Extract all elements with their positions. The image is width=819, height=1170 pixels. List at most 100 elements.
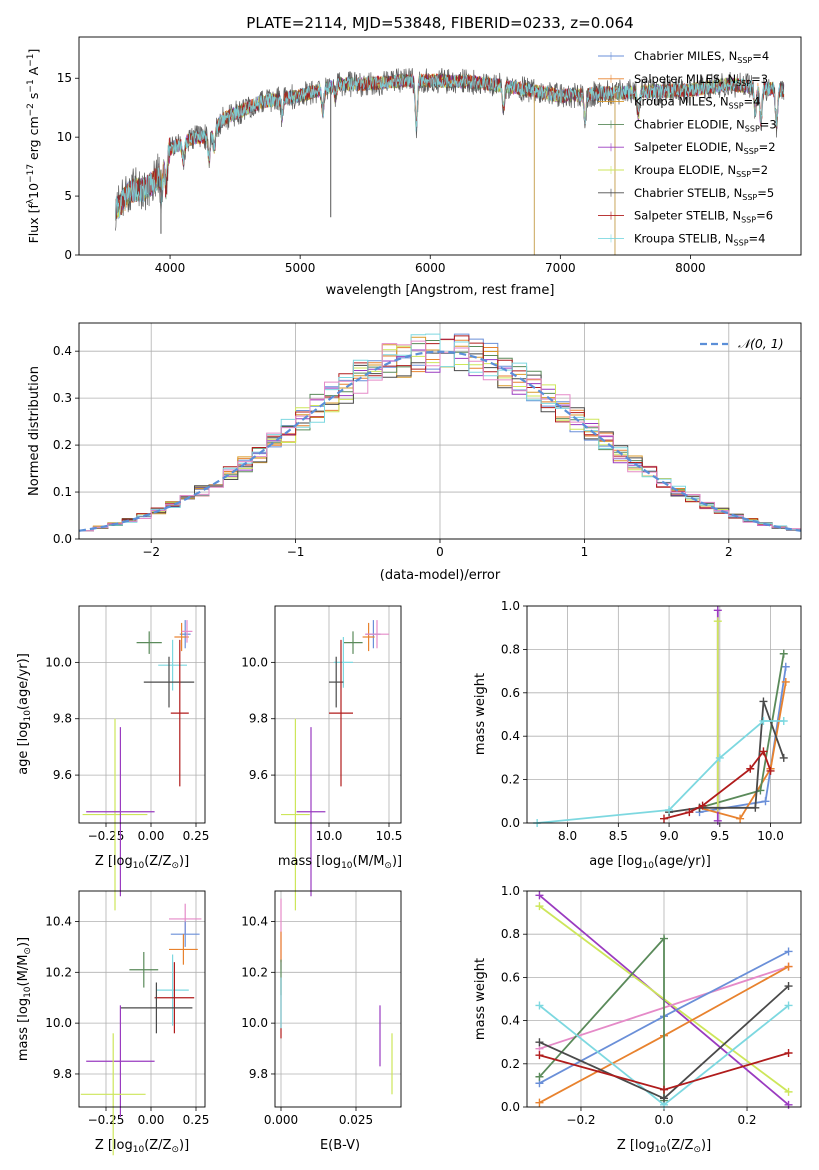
weight-age-xtick-label: 10.0	[757, 829, 784, 843]
weight-z-xtick-label: −0.2	[566, 1113, 595, 1127]
weight-z-ytick-label: 1.0	[501, 884, 520, 898]
weight-age-xlabel: age [log10(age/yr)]	[589, 854, 711, 871]
legend-label-main: Chabrier STELIB, N	[634, 186, 742, 200]
legend-label-main: Kroupa ELODIE, N	[634, 163, 736, 177]
legend-label-main: Kroupa STELIB, N	[634, 231, 734, 245]
age-mass-frame	[274, 605, 402, 824]
legend-label-main: Chabrier MILES, N	[634, 49, 737, 63]
weight-z-ytick-label: 0.8	[501, 927, 520, 941]
spectrum-ytick-label: 0	[64, 248, 72, 262]
legend-label: Salpeter STELIB, NSSP=6	[634, 209, 773, 225]
mass-z-xtick-label: 0.25	[183, 1113, 210, 1127]
weight-z-marker	[784, 1087, 793, 1096]
legend-label: Salpeter ELODIE, NSSP=2	[634, 140, 776, 156]
mass-ebv-ytick-label: 10.4	[241, 914, 268, 928]
weight-age-xlabel-part: age [log	[589, 854, 642, 869]
legend-label-main: Salpeter STELIB, N	[634, 209, 741, 223]
legend-label-main: Salpeter ELODIE, N	[634, 140, 744, 154]
spectrum-ylabel-part: ]	[26, 49, 41, 54]
age-z-xlabel-part: (Z/Z	[144, 854, 171, 869]
weight-age-marker	[759, 697, 768, 706]
legend-label: Kroupa ELODIE, NSSP=2	[634, 163, 768, 179]
weight-age-marker	[715, 753, 724, 762]
weight-age-marker	[751, 803, 760, 812]
weight-age-ytick-label: 0.8	[501, 642, 520, 656]
legend-label-sub: SSP	[744, 147, 759, 156]
weight-age-xtick-label: 9.0	[660, 829, 679, 843]
mass-z-xlabel: Z [log10(Z/Z⊙)]	[95, 1138, 189, 1155]
age-z-ytick-label: 9.6	[53, 768, 72, 782]
legend-label-sub: SSP	[734, 238, 749, 247]
spectrum-ytick-label: 15	[57, 71, 72, 85]
legend-label-tail: =5	[757, 186, 774, 200]
age-z-ytick-label: 10.0	[45, 655, 72, 669]
weight-age-xtick-label: 8.0	[558, 829, 577, 843]
mass-z-frame	[78, 890, 206, 1108]
age-z-xtick-label: 0.00	[138, 829, 165, 843]
weight-z-ytick-label: 0.4	[501, 1014, 520, 1028]
spectrum-series-line	[115, 73, 785, 221]
spectrum-ylabel-part: A	[26, 66, 41, 79]
legend-label: Kroupa MILES, NSSP=4	[634, 95, 760, 111]
weight-z-marker	[660, 934, 668, 943]
weight-z-xlabel-part: Z [log	[617, 1138, 655, 1153]
mass-z-xlabel-part: )]	[179, 1138, 189, 1153]
weight-age-ytick-label: 0.2	[501, 773, 520, 787]
mass-z-ylabel-part: 10	[23, 986, 33, 998]
residuals-xlabel: (data-model)/error	[380, 568, 501, 583]
age-mass-xtick-label: 10.0	[316, 829, 343, 843]
legend-label-sub: SSP	[736, 170, 751, 179]
age-z-ylabel-part: (age/yr)]	[16, 653, 31, 710]
weight-z-ytick-label: 0.2	[501, 1057, 520, 1071]
spectrum-ytick-label: 10	[57, 130, 72, 144]
weight-z-frame	[526, 890, 802, 1108]
residuals-ytick-label: 0.2	[53, 438, 72, 452]
residuals-xtick-label: −1	[287, 545, 305, 559]
mass-ebv-points	[280, 898, 393, 1095]
age-mass-xlabel-part: mass [log	[278, 854, 341, 869]
spectrum-ylabel-part: 10	[26, 183, 41, 199]
legend-label: Chabrier MILES, NSSP=4	[634, 49, 769, 65]
mass-ebv-frame	[274, 890, 402, 1108]
age-z-ylabel: age [log10(age/yr)]	[16, 653, 33, 775]
weight-age-frame	[526, 605, 802, 824]
weight-z-xtick-label: 0.0	[654, 1113, 673, 1127]
legend-label-sub: SSP	[742, 193, 757, 202]
residuals-xtick-label: 2	[725, 545, 733, 559]
weight-age-ytick-label: 0.0	[501, 816, 520, 830]
weight-age-line	[699, 666, 787, 813]
spectrum-ylabel: Flux [fλ10−17 erg cm−2 s−1 A−1]	[26, 49, 41, 244]
weight-z-ytick-label: 0.0	[501, 1100, 520, 1114]
weight-z-xlabel-part: (Z/Z	[666, 1138, 693, 1153]
spectrum-ylabel-part: −2	[26, 103, 36, 116]
weight-age-xtick-label: 8.5	[609, 829, 628, 843]
legend-label: Salpeter MILES, NSSP=3	[634, 72, 768, 88]
age-z-ylabel-part: 10	[23, 710, 33, 722]
weight-age-marker	[759, 747, 768, 756]
legend-label-sub: SSP	[745, 124, 760, 133]
weight-age-marker	[736, 814, 745, 823]
age-mass-ytick-label: 9.8	[249, 712, 268, 726]
spectrum-ylabel-part: λ	[26, 198, 36, 204]
legend-label: Chabrier ELODIE, NSSP=3	[634, 117, 777, 133]
weight-age-marker	[713, 816, 722, 825]
weight-z-marker	[784, 1100, 793, 1109]
age-mass-ytick-label: 9.6	[249, 768, 268, 782]
mass-z-xlabel-part: (Z/Z	[144, 1138, 171, 1153]
age-mass-ytick-label: 10.0	[241, 655, 268, 669]
spectrum-ytick-label: 5	[64, 189, 72, 203]
weight-age-marker	[781, 662, 790, 671]
mass-z-xlabel-part: Z [log	[95, 1138, 133, 1153]
age-mass-points	[281, 620, 389, 911]
weight-age-marker	[665, 805, 674, 814]
weight-age-marker	[698, 801, 707, 810]
legend-label-tail: =4	[744, 95, 761, 109]
weight-age-marker	[779, 717, 788, 726]
weight-z-xlabel: Z [log10(Z/Z⊙)]	[617, 1138, 711, 1155]
mass-ebv-xtick-label: 0.000	[264, 1113, 298, 1127]
mass-z-ylabel-part: ⊙	[23, 947, 33, 955]
mass-z-ytick-label: 9.8	[53, 1067, 72, 1081]
legend-label-tail: =4	[752, 49, 769, 63]
weight-z-xlabel-part: )]	[701, 1138, 711, 1153]
